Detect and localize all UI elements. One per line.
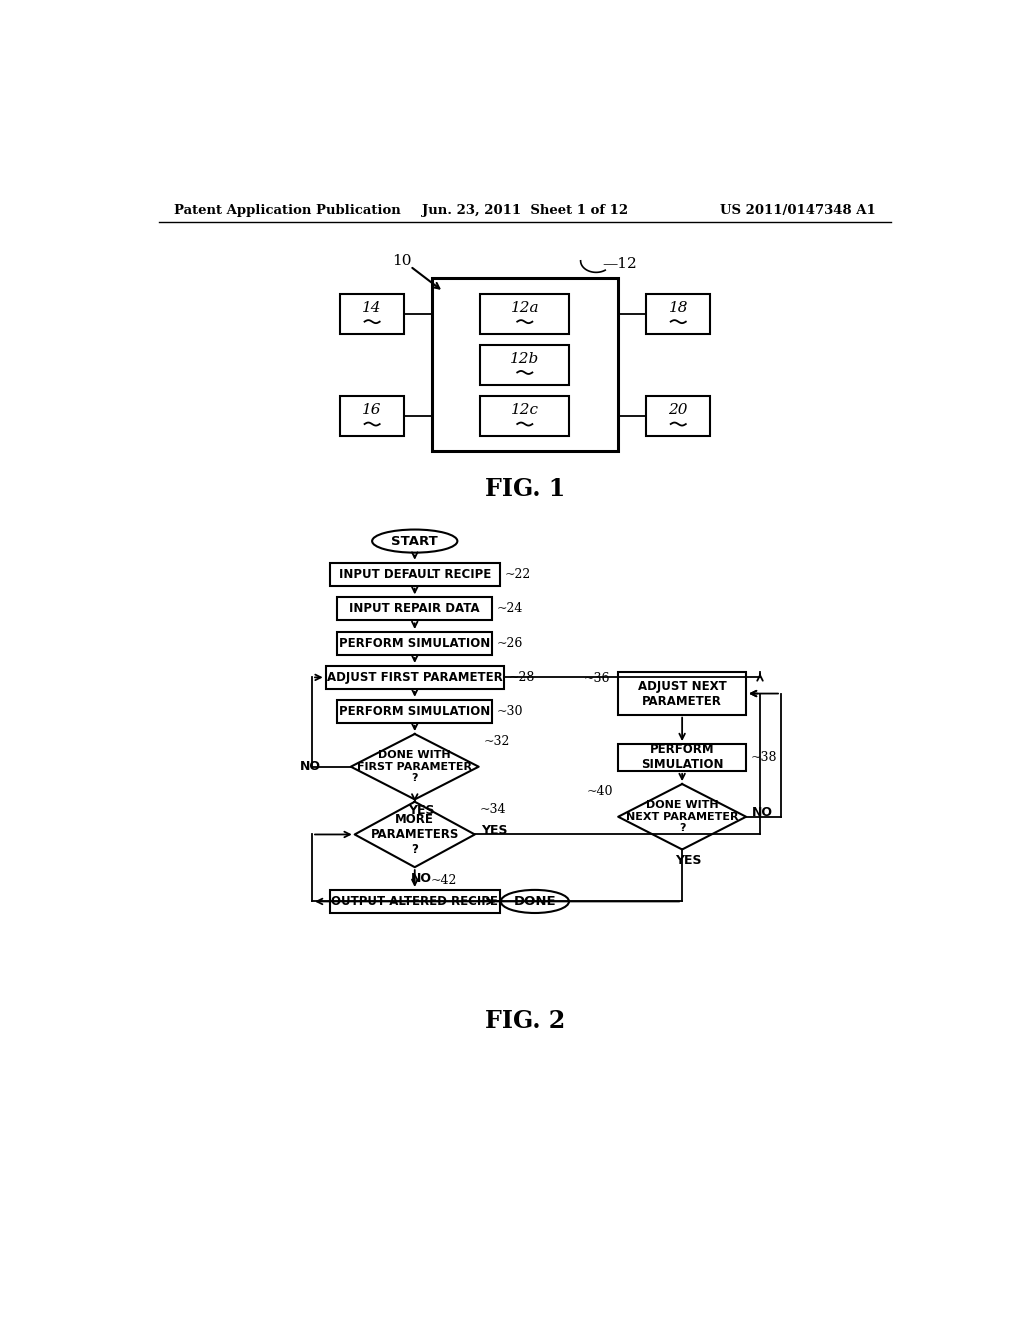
Text: DONE WITH
FIRST PARAMETER
?: DONE WITH FIRST PARAMETER ? — [357, 750, 472, 783]
Text: Patent Application Publication: Patent Application Publication — [174, 205, 401, 218]
Bar — [340, 294, 403, 334]
Text: 18: 18 — [669, 301, 688, 314]
Text: ~36: ~36 — [584, 672, 610, 685]
Text: DONE WITH
NEXT PARAMETER
?: DONE WITH NEXT PARAMETER ? — [626, 800, 738, 833]
Text: YES: YES — [408, 804, 434, 817]
Text: ~30: ~30 — [497, 705, 523, 718]
Polygon shape — [351, 734, 478, 800]
Ellipse shape — [501, 890, 569, 913]
Text: US 2011/0147348 A1: US 2011/0147348 A1 — [720, 205, 876, 218]
Text: ~38: ~38 — [751, 751, 777, 764]
Bar — [337, 632, 493, 655]
Text: 12a: 12a — [511, 301, 539, 314]
Text: YES: YES — [481, 824, 508, 837]
Bar — [340, 396, 403, 437]
Text: OUTPUT ALTERED RECIPE: OUTPUT ALTERED RECIPE — [332, 895, 499, 908]
Bar — [480, 345, 569, 385]
Bar — [480, 294, 569, 334]
Text: INPUT DEFAULT RECIPE: INPUT DEFAULT RECIPE — [339, 568, 490, 581]
Text: 12b: 12b — [510, 351, 540, 366]
Bar — [646, 396, 710, 437]
Text: 10: 10 — [392, 253, 412, 268]
Text: PERFORM SIMULATION: PERFORM SIMULATION — [339, 638, 490, 649]
Text: FIG. 1: FIG. 1 — [484, 478, 565, 502]
Text: —12: —12 — [602, 257, 637, 271]
Text: 20: 20 — [669, 403, 688, 417]
Bar — [326, 665, 504, 689]
Text: YES: YES — [675, 854, 701, 867]
Text: DONE: DONE — [514, 895, 556, 908]
Text: Jun. 23, 2011  Sheet 1 of 12: Jun. 23, 2011 Sheet 1 of 12 — [422, 205, 628, 218]
Text: ~40: ~40 — [587, 785, 613, 799]
Text: INPUT REPAIR DATA: INPUT REPAIR DATA — [349, 602, 480, 615]
Bar — [618, 744, 746, 771]
Text: 14: 14 — [362, 301, 382, 314]
Bar — [480, 396, 569, 437]
Text: 16: 16 — [362, 403, 382, 417]
Text: ADJUST NEXT
PARAMETER: ADJUST NEXT PARAMETER — [638, 680, 726, 708]
Text: 12c: 12c — [511, 403, 539, 417]
Ellipse shape — [372, 529, 458, 553]
Text: ADJUST FIRST PARAMETER: ADJUST FIRST PARAMETER — [327, 671, 503, 684]
Bar — [432, 277, 617, 451]
Text: PERFORM SIMULATION: PERFORM SIMULATION — [339, 705, 490, 718]
Text: START: START — [391, 535, 438, 548]
Text: ~26: ~26 — [497, 638, 523, 649]
Bar — [646, 294, 710, 334]
Bar — [337, 597, 493, 620]
Polygon shape — [618, 784, 746, 850]
Bar — [337, 700, 493, 723]
Text: ~42: ~42 — [430, 874, 457, 887]
Text: ~28: ~28 — [509, 671, 535, 684]
Text: ~24: ~24 — [497, 602, 523, 615]
Text: FIG. 2: FIG. 2 — [484, 1008, 565, 1032]
Text: ~32: ~32 — [483, 735, 510, 748]
Text: MORE
PARAMETERS
?: MORE PARAMETERS ? — [371, 813, 459, 855]
Text: NO: NO — [411, 871, 431, 884]
Bar — [330, 890, 500, 913]
Text: NO: NO — [300, 760, 322, 774]
Text: PERFORM
SIMULATION: PERFORM SIMULATION — [641, 743, 723, 771]
Text: NO: NO — [753, 807, 773, 820]
Text: ~22: ~22 — [505, 568, 530, 581]
Bar — [330, 562, 500, 586]
Text: ~34: ~34 — [479, 803, 506, 816]
Bar — [618, 672, 746, 714]
Polygon shape — [354, 801, 475, 867]
